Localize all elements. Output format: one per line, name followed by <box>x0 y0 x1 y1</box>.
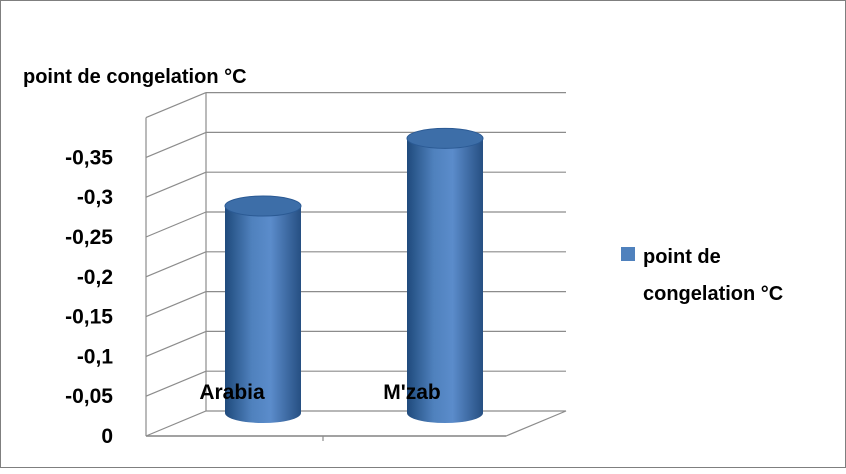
floor <box>145 410 567 437</box>
y-tick-label: -0,3 <box>77 186 113 209</box>
legend-label-line1: point de <box>643 246 721 268</box>
grid-diagonal <box>145 92 207 119</box>
bar-body <box>225 206 301 423</box>
grid-diagonal <box>145 291 207 318</box>
bar <box>406 127 484 423</box>
grid-diagonal <box>145 211 207 238</box>
y-tick-label: -0,05 <box>65 385 113 408</box>
y-tick-label: -0,2 <box>77 266 113 289</box>
y-tick-label: -0,25 <box>65 226 113 249</box>
grid-diagonal <box>145 171 207 198</box>
y-tick-label: -0,35 <box>65 146 113 169</box>
grid-diagonal <box>145 370 207 397</box>
bar-top <box>224 195 302 217</box>
bar <box>224 195 302 423</box>
legend-swatch <box>621 247 635 261</box>
y-tick-label: -0,1 <box>77 345 114 368</box>
grid-diagonal <box>145 330 207 357</box>
y-tick-label: -0,15 <box>65 306 113 329</box>
bar-top <box>406 127 484 149</box>
y-tick-label: 0 <box>101 425 113 448</box>
x-tick-label: M'zab <box>383 381 441 404</box>
legend: point de congelation °C <box>621 246 783 305</box>
x-tick-label: Arabia <box>199 381 265 404</box>
legend-label-line2: congelation °C <box>643 283 783 305</box>
chart-title: point de congelation °C <box>23 66 247 88</box>
bar-body <box>407 138 483 423</box>
grid-diagonal <box>145 131 207 158</box>
grid-diagonal <box>145 251 207 278</box>
